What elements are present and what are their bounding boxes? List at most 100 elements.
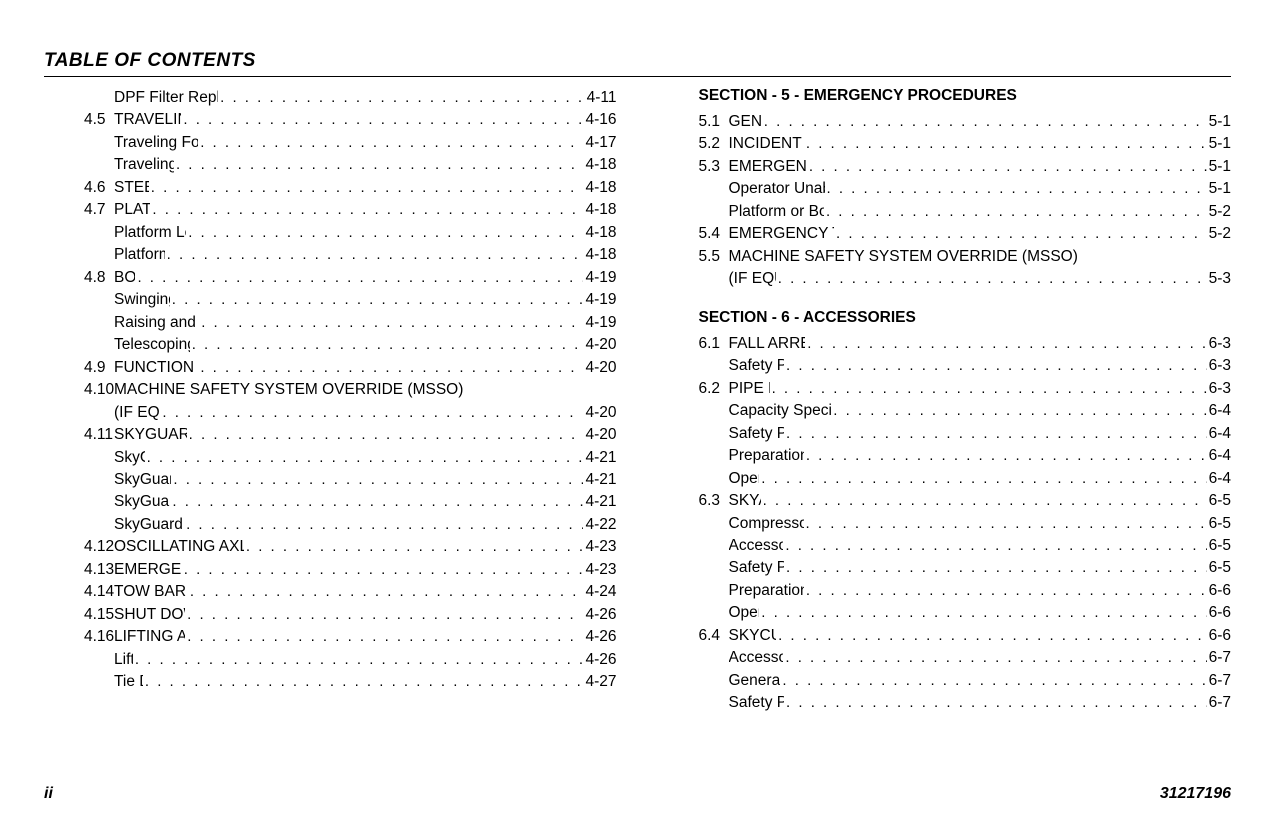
toc-leader [244, 536, 584, 558]
toc-subentry: Safety Precautions6-7 [659, 692, 1232, 714]
toc-entry-number: 6.4 [659, 625, 729, 647]
toc-columns: DPF Filter Replacement due to Ash Load 4-… [44, 87, 1231, 715]
toc-entry-page: 6-3 [1207, 378, 1231, 400]
page-footer: ii 31217196 [44, 785, 1231, 803]
toc-leader [770, 378, 1207, 400]
page-title: TABLE OF CONTENTS [44, 50, 1231, 72]
toc-entry-page: 4-21 [583, 447, 616, 469]
toc-entry-title: Traveling Forward and Reverse [114, 132, 198, 154]
toc-entry-title: SHUT DOWN AND PARK [114, 604, 185, 626]
toc-entry-page: 4-19 [583, 289, 616, 311]
toc-leader [186, 222, 583, 244]
toc-entry-title: Traveling on a Grade [114, 154, 174, 176]
toc-leader [804, 580, 1207, 602]
toc-entry-title: Accessory Ratings [729, 535, 784, 557]
toc-leader [784, 355, 1207, 377]
toc-entry-number: 4.10 [44, 379, 114, 401]
toc-entry: 4.12OSCILLATING AXLE LOCKOUT TEST (IF EQ… [44, 536, 617, 558]
toc-leader [198, 357, 583, 379]
toc-entry: 4.15SHUT DOWN AND PARK 4-26 [44, 604, 617, 626]
toc-leader [759, 602, 1206, 624]
toc-entry-title: BOOM [114, 267, 135, 289]
toc-entry-title: Tie Down [114, 671, 143, 693]
toc-subentry: Platform or Boom Caught Overhead5-2 [659, 201, 1232, 223]
toc-leader [143, 671, 584, 693]
toc-entry-title: INCIDENT NOTIFICATION [729, 133, 804, 155]
toc-entry-page: 6-6 [1207, 602, 1231, 624]
toc-left-column: DPF Filter Replacement due to Ash Load 4-… [44, 87, 617, 715]
toc-subentry: SkyGuard - SkyLine4-21 [44, 469, 617, 491]
toc-entry-title: Capacity Specifications (Australia Only) [729, 400, 832, 422]
toc-entry-page: 6-5 [1207, 513, 1231, 535]
toc-entry-number: 4.5 [44, 109, 114, 131]
toc-subentry: SkyGuard - SkyEye4-21 [44, 491, 617, 513]
toc-entry-page: 4-19 [583, 267, 616, 289]
toc-entry: 6.3SKYAIR™6-5 [659, 490, 1232, 512]
toc-leader [182, 559, 584, 581]
toc-subentry: Traveling Forward and Reverse4-17 [44, 132, 617, 154]
toc-entry-page: 6-4 [1207, 445, 1231, 467]
toc-entry-title: Safety Precautions [729, 423, 785, 445]
toc-entry-page: 4-20 [583, 424, 616, 446]
toc-entry-page: 6-6 [1207, 625, 1231, 647]
toc-entry-continuation: (IF EQUIPPED) 5-3 [659, 268, 1232, 290]
toc-entry: 4.10MACHINE SAFETY SYSTEM OVERRIDE (MSSO… [44, 379, 617, 401]
toc-leader [762, 111, 1207, 133]
toc-entry: 5.3EMERGENCY OPERATION5-1 [659, 156, 1232, 178]
toc-entry-title: Lifting [114, 649, 133, 671]
toc-leader [784, 423, 1207, 445]
toc-entry-title: MACHINE SAFETY SYSTEM OVERRIDE (MSSO) [114, 379, 463, 401]
toc-entry-page: 4-21 [583, 469, 616, 491]
toc-leader [831, 400, 1206, 422]
toc-entry: 4.16LIFTING AND TIE DOWN4-26 [44, 626, 617, 648]
toc-leader [825, 178, 1207, 200]
toc-entry-page: 6-4 [1207, 400, 1231, 422]
toc-leader [145, 447, 584, 469]
toc-entry-title: Platform Level Adjustment [114, 222, 186, 244]
toc-entry-title: Preparation and Inspection [729, 580, 804, 602]
toc-entry-page: 6-5 [1207, 557, 1231, 579]
toc-entry-page: 5-3 [1207, 268, 1231, 290]
toc-subentry: DPF Filter Replacement due to Ash Load 4-… [44, 87, 617, 109]
toc-entry-page: 4-26 [583, 626, 616, 648]
toc-subentry: Preparation and Inspection6-4 [659, 445, 1232, 467]
toc-entry: 4.7PLATFORM4-18 [44, 199, 617, 221]
toc-entry-page: 4-18 [583, 199, 616, 221]
toc-leader [805, 333, 1206, 355]
toc-subentry: Platform Rotation4-18 [44, 244, 617, 266]
toc-entry-title: Safety Precautions [729, 692, 785, 714]
toc-entry-title: (IF EQUIPPED) [729, 268, 776, 290]
toc-entry-page: 4-11 [585, 87, 617, 109]
toc-entry-title: Platform Rotation [114, 244, 165, 266]
toc-entry: 4.14TOW BAR (IF EQUIPPED)4-24 [44, 581, 617, 603]
toc-entry-title: FUNCTION SPEED CONTROL [114, 357, 198, 379]
toc-leader [188, 581, 584, 603]
toc-entry-title: Accessory Ratings [729, 647, 784, 669]
toc-leader [761, 490, 1207, 512]
toc-entry-title: STEERING [114, 177, 149, 199]
toc-entry-title: SkyGuard [114, 447, 145, 469]
toc-entry-title: SkyGuard - SkyEye [114, 491, 170, 513]
toc-subentry: Swinging the Boom4-19 [44, 289, 617, 311]
toc-leader [174, 154, 584, 176]
toc-entry-title: DPF Filter Replacement due to Ash Load [114, 87, 218, 109]
toc-entry-title: OSCILLATING AXLE LOCKOUT TEST (IF EQUIPP… [114, 536, 244, 558]
toc-entry-number: 4.15 [44, 604, 114, 626]
toc-subentry: Safety Precautions6-4 [659, 423, 1232, 445]
toc-entry-title: MACHINE SAFETY SYSTEM OVERRIDE (MSSO) [729, 246, 1078, 268]
toc-leader [190, 334, 584, 356]
toc-subentry: Operation6-4 [659, 468, 1232, 490]
toc-entry-title: PLATFORM [114, 199, 150, 221]
toc-leader [181, 109, 583, 131]
toc-leader [187, 424, 584, 446]
toc-leader [783, 535, 1206, 557]
toc-subentry: Preparation and Inspection6-6 [659, 580, 1232, 602]
toc-leader [783, 647, 1206, 669]
toc-entry-page: 4-26 [583, 604, 616, 626]
toc-entry-number: 5.4 [659, 223, 729, 245]
toc-entry-page: 4-20 [583, 402, 616, 424]
toc-right-column: SECTION - 5 - EMERGENCY PROCEDURES5.1GEN… [659, 87, 1232, 715]
toc-entry-page: 6-7 [1207, 647, 1231, 669]
toc-leader [784, 557, 1207, 579]
toc-entry-title: TRAVELING (DRIVING) [114, 109, 181, 131]
